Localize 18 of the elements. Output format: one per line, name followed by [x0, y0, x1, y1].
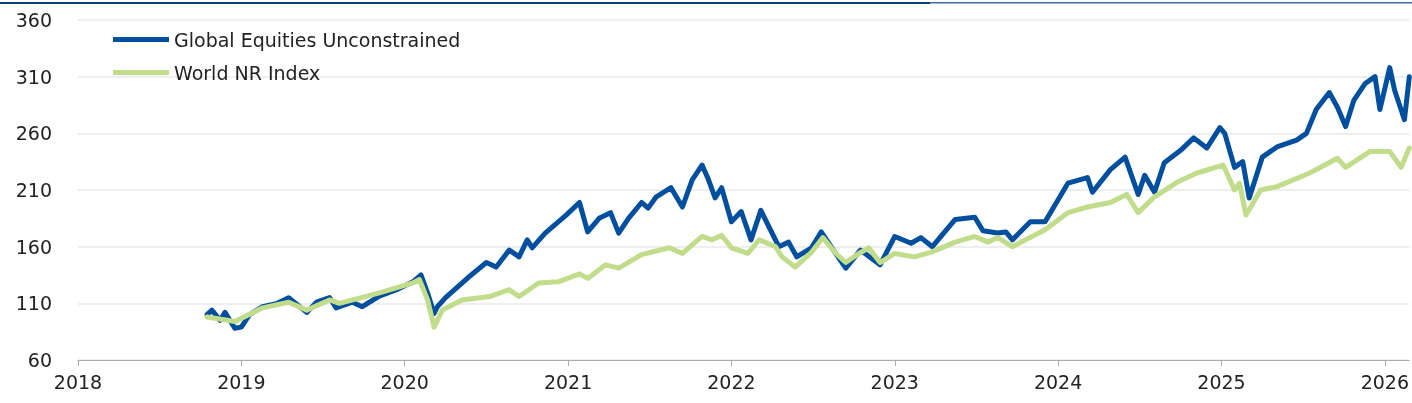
y-tick-label: 260	[15, 122, 52, 145]
x-tick-label: 2022	[707, 370, 756, 393]
x-tick-label: 2021	[543, 370, 593, 393]
legend-label: Global Equities Unconstrained	[174, 28, 461, 51]
x-tick-label: 2020	[380, 370, 429, 393]
x-tick-label: 2018	[53, 370, 103, 393]
y-tick-label: 310	[15, 65, 52, 88]
y-tick-label: 360	[15, 9, 52, 31]
x-tick-label: 2019	[217, 370, 266, 393]
x-tick-label: 2026	[1360, 370, 1409, 393]
x-tick-label: 2023	[870, 370, 919, 393]
y-tick-label: 110	[15, 292, 52, 315]
y-tick-label: 60	[27, 349, 52, 371]
x-tick-label: 2025	[1197, 370, 1246, 393]
legend-label: World NR Index	[174, 61, 321, 84]
y-tick-label: 210	[15, 179, 52, 201]
x-tick-label: 2024	[1033, 370, 1083, 393]
y-tick-label: 160	[15, 235, 52, 258]
